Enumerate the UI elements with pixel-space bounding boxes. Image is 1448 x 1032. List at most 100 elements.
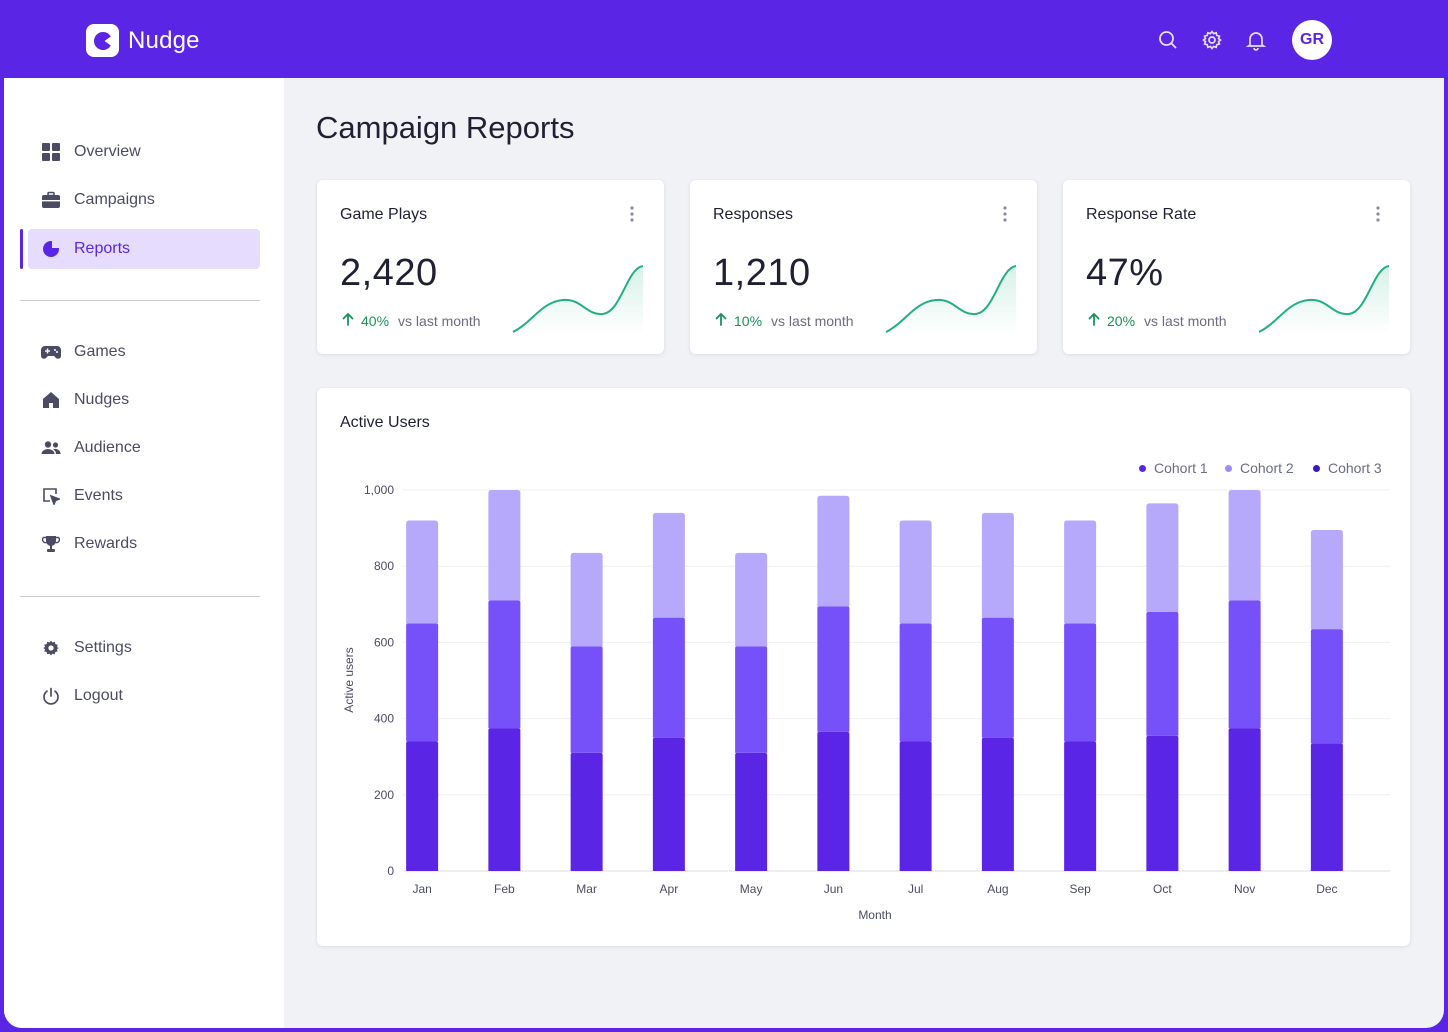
x-axis-label: Month xyxy=(858,908,891,922)
bar-feb-cohort-1[interactable] xyxy=(488,728,521,871)
sidebar-item-events[interactable]: Events xyxy=(28,476,260,516)
active-users-chart: 0 200 400 600 800 1,000 Jan Feb Mar Apr May Jun Jul A… xyxy=(342,483,1390,922)
sidebar-item-label: Nudges xyxy=(74,391,130,408)
y-tick-label: 200 xyxy=(374,788,394,802)
kpi-value: 2,420 xyxy=(340,252,438,294)
gear-icon xyxy=(41,638,61,658)
kpi-change-percent: 40% xyxy=(361,312,390,329)
sidebar-item-rewards[interactable]: Rewards xyxy=(28,524,260,564)
app-name: Nudge xyxy=(128,26,200,54)
power-icon xyxy=(41,686,61,706)
home-icon xyxy=(41,390,61,410)
sidebar: Overview Campaigns xyxy=(4,78,284,1028)
chart-title: Active Users xyxy=(340,414,430,431)
gamepad-icon xyxy=(41,342,61,362)
bell-icon[interactable] xyxy=(1245,29,1267,51)
kpi-change-percent: 10% xyxy=(734,312,763,329)
cursor-icon xyxy=(41,486,61,506)
sidebar-item-settings[interactable]: Settings xyxy=(28,628,260,668)
sidebar-item-nudges[interactable]: Nudges xyxy=(28,380,260,420)
y-axis-label: Active users xyxy=(342,647,356,712)
bar-jun-cohort-3[interactable] xyxy=(817,495,850,607)
bar-mar-cohort-1[interactable] xyxy=(570,752,603,871)
bar-jan-cohort-2[interactable] xyxy=(406,623,439,742)
bar-oct-cohort-3[interactable] xyxy=(1146,503,1179,612)
bar-feb-cohort-2[interactable] xyxy=(488,600,521,729)
kpi-title: Response Rate xyxy=(1086,206,1197,223)
nudge-logo-icon xyxy=(86,24,119,57)
search-icon[interactable] xyxy=(1157,29,1179,51)
sidebar-item-overview[interactable]: Overview xyxy=(28,132,260,172)
bar-oct-cohort-2[interactable] xyxy=(1146,611,1179,736)
more-vertical-icon[interactable] xyxy=(626,204,638,224)
bar-jun-cohort-2[interactable] xyxy=(817,606,850,732)
bar-apr-cohort-2[interactable] xyxy=(652,617,685,738)
bar-oct-cohort-1[interactable] xyxy=(1146,735,1179,871)
bar-sep-cohort-2[interactable] xyxy=(1064,623,1097,742)
bar-mar-cohort-3[interactable] xyxy=(570,552,603,647)
grid-icon xyxy=(41,142,61,162)
user-avatar[interactable]: GR xyxy=(1292,20,1332,60)
sparkline xyxy=(512,265,644,334)
legend-item-cohort-1[interactable]: Cohort 1 xyxy=(1139,460,1208,476)
bar-dec-cohort-2[interactable] xyxy=(1310,629,1343,744)
legend-dot xyxy=(1139,464,1146,472)
sidebar-item-label: Games xyxy=(74,343,126,360)
legend-item-cohort-3[interactable]: Cohort 3 xyxy=(1313,460,1382,476)
kpi-card-response-rate: Response Rate 47% 20% vs last month xyxy=(1063,180,1410,354)
y-tick-label: 400 xyxy=(374,712,394,726)
trophy-icon xyxy=(41,534,61,554)
bar-dec-cohort-3[interactable] xyxy=(1310,530,1343,630)
sidebar-item-logout[interactable]: Logout xyxy=(28,676,260,716)
arrow-up-icon xyxy=(341,312,355,329)
bar-sep-cohort-1[interactable] xyxy=(1064,741,1097,871)
sidebar-item-reports[interactable]: Reports xyxy=(28,229,260,269)
x-tick-label: Dec xyxy=(1316,882,1337,896)
bar-jan-cohort-1[interactable] xyxy=(406,741,439,871)
bar-may-cohort-2[interactable] xyxy=(735,646,768,753)
legend-dot xyxy=(1225,464,1232,472)
bar-aug-cohort-1[interactable] xyxy=(981,737,1014,871)
sidebar-item-label: Rewards xyxy=(74,535,138,552)
bar-jan-cohort-3[interactable] xyxy=(406,520,439,624)
bar-may-cohort-3[interactable] xyxy=(735,552,768,647)
more-vertical-icon[interactable] xyxy=(999,204,1011,224)
bar-jul-cohort-1[interactable] xyxy=(899,741,932,871)
bar-jun-cohort-1[interactable] xyxy=(817,731,850,871)
bar-mar-cohort-2[interactable] xyxy=(570,646,603,753)
bar-aug-cohort-3[interactable] xyxy=(981,512,1014,618)
bar-jul-cohort-3[interactable] xyxy=(899,520,932,624)
kpi-title: Responses xyxy=(713,206,794,223)
x-tick-label: Apr xyxy=(660,882,679,896)
logo[interactable]: Nudge xyxy=(86,24,200,57)
sidebar-item-label: Campaigns xyxy=(74,191,155,208)
bar-dec-cohort-1[interactable] xyxy=(1310,743,1343,871)
bar-nov-cohort-3[interactable] xyxy=(1228,490,1261,601)
bar-nov-cohort-1[interactable] xyxy=(1228,728,1261,871)
app-shell: Overview Campaigns xyxy=(4,78,1444,1028)
y-tick-label: 800 xyxy=(374,559,394,573)
more-vertical-icon[interactable] xyxy=(1372,204,1384,224)
legend-item-cohort-2[interactable]: Cohort 2 xyxy=(1225,460,1294,476)
bar-feb-cohort-3[interactable] xyxy=(488,490,521,601)
sidebar-item-games[interactable]: Games xyxy=(28,332,260,372)
bar-apr-cohort-3[interactable] xyxy=(652,512,685,618)
sidebar-item-label: Overview xyxy=(74,143,141,160)
kpi-change: 10% vs last month xyxy=(714,312,854,329)
users-icon xyxy=(41,438,61,458)
sidebar-item-audience[interactable]: Audience xyxy=(28,428,260,468)
sidebar-item-label: Events xyxy=(74,487,123,504)
kpi-change-percent: 20% xyxy=(1107,312,1136,329)
bar-sep-cohort-3[interactable] xyxy=(1064,520,1097,624)
sidebar-item-label: Settings xyxy=(74,639,132,656)
sidebar-item-label: Audience xyxy=(74,439,141,456)
kpi-comparison: vs last month xyxy=(771,312,854,329)
bar-jul-cohort-2[interactable] xyxy=(899,623,932,742)
bar-nov-cohort-2[interactable] xyxy=(1228,600,1261,729)
gear-icon[interactable] xyxy=(1201,29,1223,51)
bar-aug-cohort-2[interactable] xyxy=(981,617,1014,738)
sidebar-item-campaigns[interactable]: Campaigns xyxy=(28,180,260,220)
bar-apr-cohort-1[interactable] xyxy=(652,737,685,871)
bar-may-cohort-1[interactable] xyxy=(735,752,768,871)
